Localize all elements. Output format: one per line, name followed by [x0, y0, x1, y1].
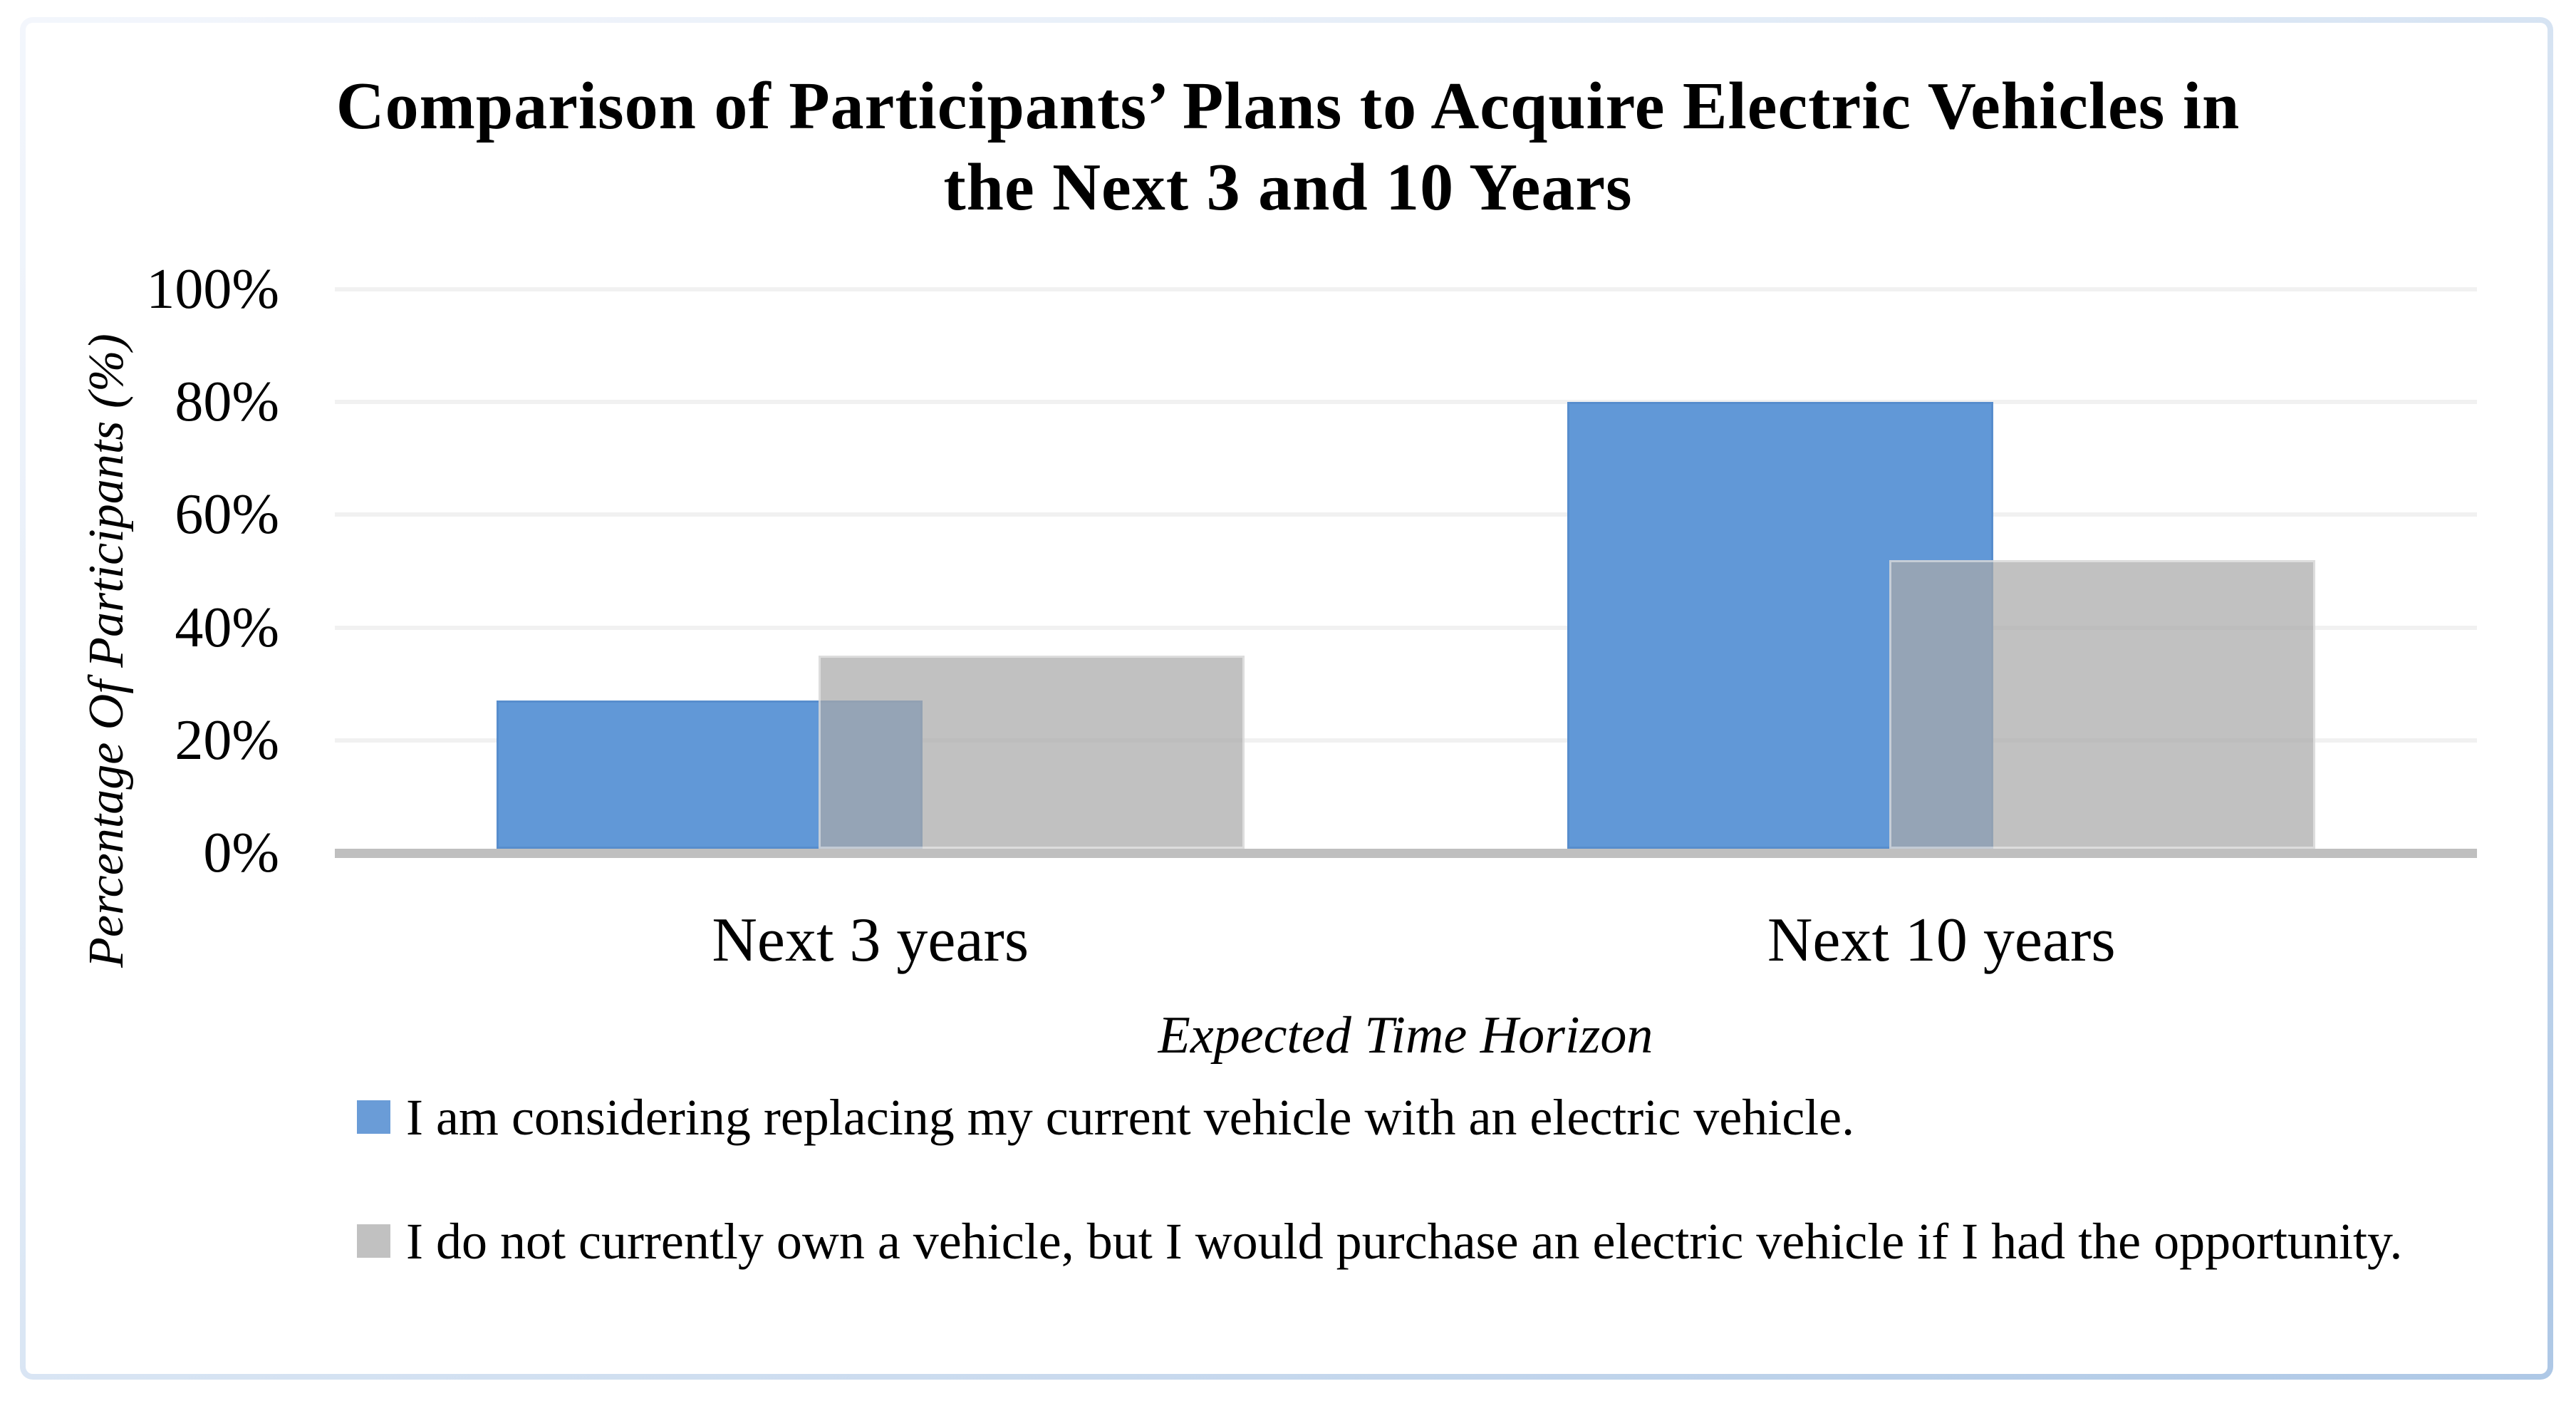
gridline-100% — [335, 287, 2477, 291]
y-tick-label-0%: 0% — [203, 822, 279, 884]
gridline-60% — [335, 512, 2477, 517]
y-tick-label-40%: 40% — [175, 596, 279, 659]
gridline-20% — [335, 738, 2477, 743]
legend-entry-2: I do not currently own a vehicle, but I … — [357, 1201, 2402, 1281]
bar-series-2-next-10-years — [1889, 559, 2316, 849]
legend-marker-icon — [357, 1224, 390, 1258]
plot-area — [335, 287, 2477, 858]
legend-entry-1: I am considering replacing my current ve… — [357, 1077, 1854, 1157]
chart-title-line-2: the Next 3 and 10 Years — [943, 150, 1633, 224]
chart-title: Comparison of Participants’ Plans to Acq… — [28, 66, 2548, 228]
y-tick-label-20%: 20% — [175, 708, 279, 772]
y-tick-label-60%: 60% — [175, 483, 279, 547]
gridline-40% — [335, 625, 2477, 630]
x-axis-title: Expected Time Horizon — [1158, 1006, 1653, 1065]
gridline-80% — [335, 400, 2477, 405]
x-category-label-next-10-years: Next 10 years — [1767, 906, 2116, 975]
legend-marker-icon — [357, 1100, 390, 1134]
x-axis-line — [335, 849, 2477, 858]
chart-title-line-1: Comparison of Participants’ Plans to Acq… — [336, 69, 2240, 143]
y-tick-label-80%: 80% — [175, 371, 279, 434]
y-tick-label-100%: 100% — [146, 258, 279, 321]
legend-label: I am considering replacing my current ve… — [406, 1089, 1855, 1146]
bar-series-2-next-3-years — [818, 656, 1245, 849]
x-category-label-next-3-years: Next 3 years — [712, 906, 1029, 975]
legend-label: I do not currently own a vehicle, but I … — [406, 1213, 2403, 1270]
